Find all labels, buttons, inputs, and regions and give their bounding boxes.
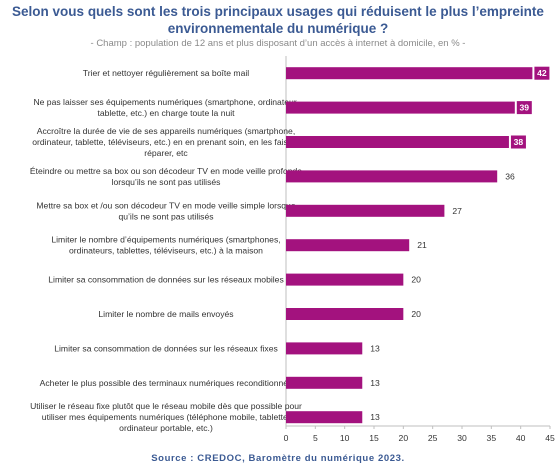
bar [286,239,410,252]
x-tick-label: 45 [545,433,555,443]
bar [286,170,498,183]
x-tick-label: 10 [340,433,350,443]
x-tick-label: 30 [457,433,467,443]
value-label: 13 [370,378,380,388]
value-label-box [534,66,550,80]
value-label: 20 [411,275,421,285]
bar [286,204,445,217]
value-label-box [516,101,532,115]
category-label: Limiter le nombre de mails envoyés [98,309,233,319]
x-tick-label: 40 [516,433,526,443]
bar [286,101,515,114]
category-label: Mettre sa box et /ou son décodeur TV en … [36,200,295,221]
category-label: Limiter sa consommation de données sur l… [54,343,278,353]
category-label: Limiter sa consommation de données sur l… [48,275,284,285]
bar [286,411,363,424]
bar [286,136,509,148]
value-label: 27 [452,206,462,216]
x-tick-label: 20 [399,433,409,443]
x-tick-label: 0 [284,433,289,443]
category-label: Limiter le nombre d’équipements numériqu… [51,235,280,256]
bar [286,273,404,286]
x-tick-label: 5 [313,433,318,443]
category-label: Éteindre ou mettre sa box ou son décodeu… [30,166,302,187]
x-tick-label: 35 [487,433,497,443]
bar [286,308,404,320]
bar [286,67,533,80]
value-label: 42 [537,68,547,78]
x-tick-label: 15 [369,433,379,443]
value-label: 20 [411,309,421,319]
chart-source: Source : CREDOC, Baromètre du numérique … [151,453,405,464]
category-label: Acheter le plus possible des terminaux n… [40,378,293,388]
bar [286,376,363,389]
value-label: 21 [417,240,427,250]
bar [286,342,363,355]
category-label: Utiliser le réseau fixe plutôt que le ré… [30,401,302,433]
category-label: Ne pas laisser ses équipements numérique… [33,97,298,118]
value-label: 39 [520,103,530,113]
category-label: Accroître la durée de vie de ses apparei… [32,126,300,158]
value-label: 36 [505,171,515,181]
x-tick-label: 25 [428,433,438,443]
chart-subtitle: - Champ : population de 12 ans et plus d… [90,38,466,49]
value-label: 13 [370,412,380,422]
category-label: Trier et nettoyer régulièrement sa boîte… [83,68,249,78]
chart-title: Selon vous quels sont les trois principa… [12,4,544,36]
value-label-box [510,135,526,149]
value-label: 13 [370,343,380,353]
value-label: 38 [514,137,524,147]
